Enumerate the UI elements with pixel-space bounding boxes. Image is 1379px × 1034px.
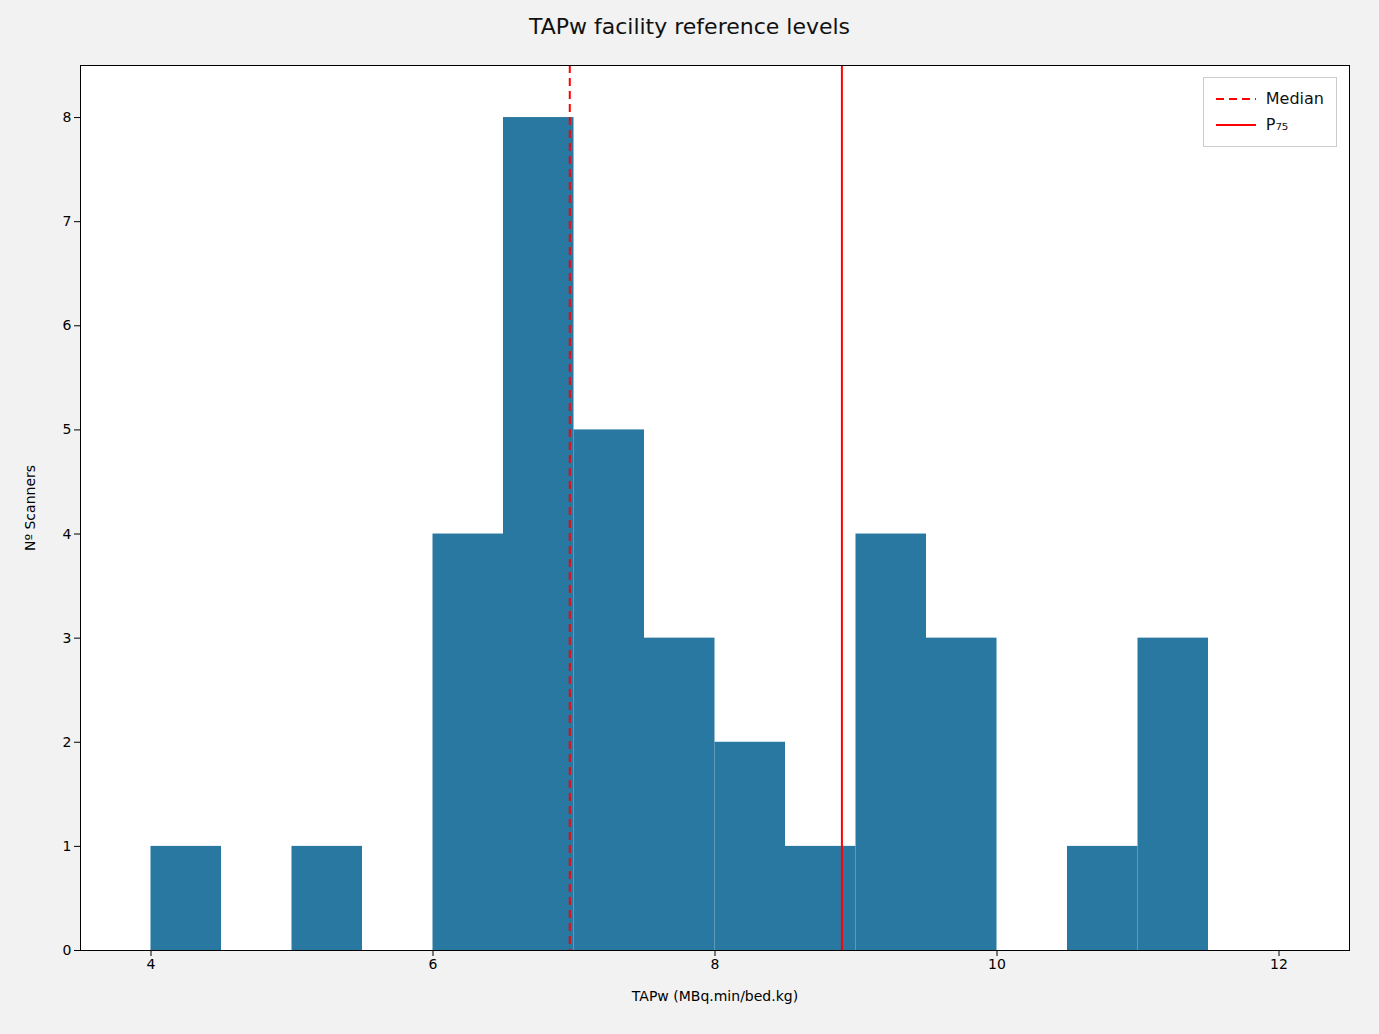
svg-text:5: 5 (63, 421, 72, 437)
svg-text:TAPw (MBq.min/bed.kg): TAPw (MBq.min/bed.kg) (631, 988, 798, 1004)
svg-text:Nº Scanners: Nº Scanners (22, 465, 38, 551)
svg-text:8: 8 (63, 109, 72, 125)
svg-text:0: 0 (63, 942, 72, 958)
svg-text:6: 6 (429, 956, 438, 972)
html-text:Median: Median (1265, 89, 1324, 108)
svg-text:2: 2 (63, 734, 72, 750)
svg-text:7: 7 (63, 213, 72, 229)
svg-text:10: 10 (988, 956, 1006, 972)
svg-text:1: 1 (63, 838, 72, 854)
svg-text:4: 4 (147, 956, 156, 972)
svg-text:4: 4 (63, 526, 72, 542)
html-text:P₇₅: P₇₅ (1265, 115, 1289, 134)
svg-text:3: 3 (63, 630, 72, 646)
html-text:TAPw facility reference levels: TAPw facility reference levels (528, 14, 851, 39)
svg-text:8: 8 (711, 956, 720, 972)
svg-text:12: 12 (1270, 956, 1288, 972)
svg-text:6: 6 (63, 317, 72, 333)
